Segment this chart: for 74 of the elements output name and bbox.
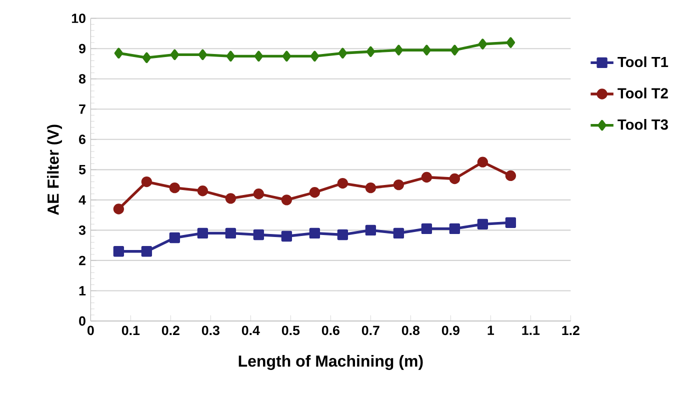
legend-label: Tool T1: [618, 56, 668, 68]
point: [225, 228, 236, 239]
y-tick-label: 10: [72, 14, 86, 24]
x-tick-label: 0.3: [202, 326, 220, 336]
point: [422, 44, 432, 56]
point: [505, 217, 516, 228]
point: [253, 229, 264, 240]
y-tick-label: 9: [79, 44, 86, 54]
y-tick-label: 0: [79, 316, 86, 326]
y-axis-title: AE Filter (V): [47, 124, 62, 216]
point: [281, 194, 292, 206]
point: [225, 193, 236, 204]
y-tick-label: 7: [79, 104, 86, 114]
point: [337, 178, 348, 189]
point: [169, 182, 180, 194]
x-tick-label: 0.4: [242, 326, 260, 336]
point: [114, 48, 124, 58]
x-tick-label: 1.1: [522, 326, 540, 335]
y-tick-label: 5: [78, 165, 86, 174]
x-tick-label: 0.7: [362, 326, 380, 336]
point: [394, 44, 404, 56]
x-tick-label: 1.2: [562, 326, 580, 336]
y-tick-label: 4: [78, 195, 86, 205]
point: [477, 218, 488, 230]
point: [365, 224, 376, 236]
y-tick-label: 2: [79, 256, 86, 266]
point: [309, 228, 320, 239]
y-tick-label: 1: [79, 286, 86, 296]
y-tick-label: 6: [79, 134, 86, 144]
point: [253, 188, 264, 200]
x-tick-label: 1: [488, 326, 494, 335]
x-tick-label: 0.2: [162, 326, 180, 336]
point: [449, 223, 460, 234]
point: [282, 50, 292, 62]
point: [365, 182, 376, 194]
x-tick-label: 0: [87, 326, 94, 336]
point: [197, 228, 208, 239]
point: [393, 179, 404, 190]
point: [142, 52, 152, 64]
point: [366, 46, 376, 57]
x-tick-label: 0.8: [402, 326, 420, 336]
point: [309, 187, 320, 198]
point: [113, 246, 124, 257]
x-axis-title: Length of Machining (m): [238, 355, 423, 370]
point: [226, 50, 236, 62]
point: [310, 50, 320, 62]
y-tick-label: 3: [78, 225, 86, 235]
point: [450, 44, 460, 56]
x-tick-label: 0.6: [322, 326, 340, 336]
x-tick-label: 0.5: [282, 326, 300, 336]
point: [141, 246, 152, 257]
point: [505, 170, 516, 182]
point: [281, 230, 292, 242]
y-tick-label: 8: [78, 74, 86, 84]
x-tick-label: 0.1: [122, 326, 140, 336]
point: [421, 223, 432, 234]
point: [170, 49, 180, 60]
point: [337, 229, 348, 240]
point: [197, 186, 208, 196]
point: [421, 172, 432, 183]
point: [141, 176, 152, 188]
point: [254, 50, 264, 62]
point: [393, 228, 404, 239]
point: [506, 37, 516, 48]
point: [478, 38, 488, 50]
point: [169, 232, 180, 244]
point: [198, 49, 208, 60]
legend-label: Tool T2: [618, 88, 668, 98]
point: [477, 156, 488, 168]
x-tick-label: 0.9: [442, 326, 460, 336]
legend-label: Tool T3: [618, 118, 668, 130]
point: [338, 48, 348, 58]
point: [113, 204, 124, 214]
point: [449, 173, 460, 184]
